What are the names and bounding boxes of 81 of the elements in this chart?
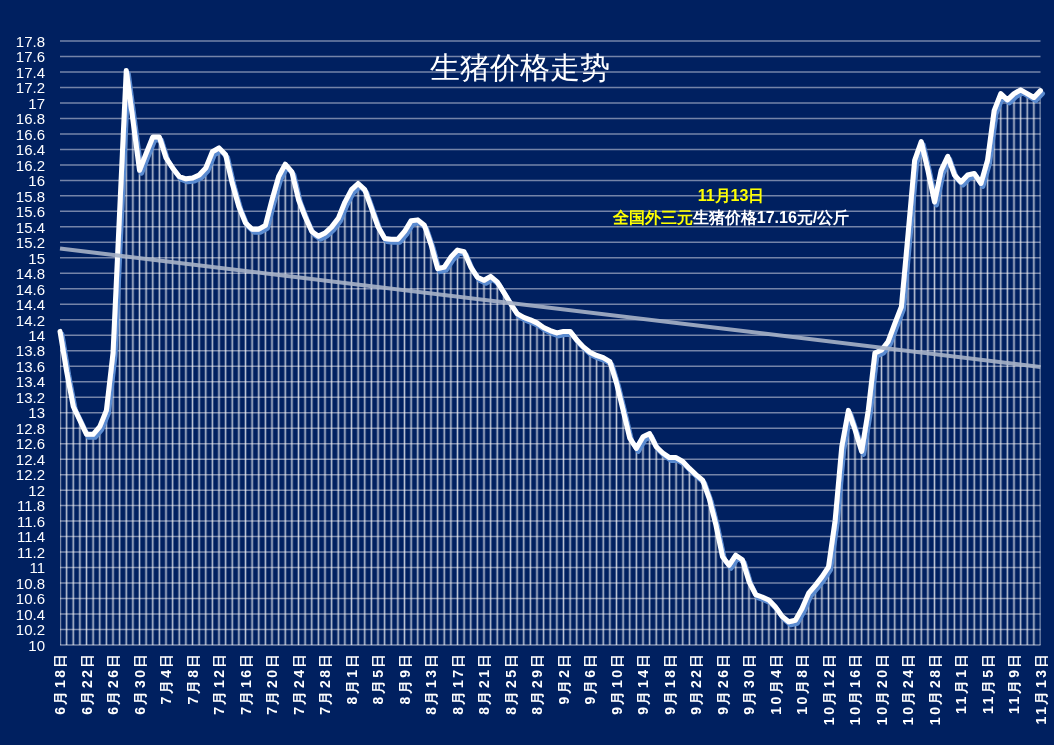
x-tick-label: 9月2日 [555, 651, 572, 705]
x-tick-label: 10月4日 [767, 651, 784, 715]
y-tick-label: 17 [28, 94, 45, 112]
x-tick-label: 9月18日 [661, 651, 678, 715]
annotation: 11月13日 [697, 187, 765, 204]
y-tick-label: 15 [28, 249, 45, 267]
x-tick-label: 8月29日 [529, 651, 546, 715]
x-tick-label: 10月20日 [873, 651, 890, 726]
y-tick-label: 10.2 [15, 621, 45, 639]
x-tick-label: 7月24日 [290, 651, 307, 715]
y-tick-label: 15.4 [15, 218, 45, 236]
x-tick-label: 6月30日 [131, 651, 148, 715]
x-tick-label: 7月12日 [211, 651, 228, 715]
y-tick-label: 17.8 [15, 32, 45, 50]
y-tick-label: 12.6 [15, 435, 45, 453]
x-tick-label: 7月20日 [264, 651, 281, 715]
y-tick-label: 10.4 [15, 605, 45, 623]
y-tick-label: 13.6 [15, 357, 45, 375]
y-tick-label: 10 [28, 636, 45, 654]
x-tick-label: 9月26日 [714, 651, 731, 715]
y-tick-label: 12 [28, 481, 45, 499]
x-tick-label: 6月22日 [78, 651, 95, 715]
y-tick-label: 12.2 [15, 466, 45, 484]
y-tick-label: 15.2 [15, 234, 45, 252]
y-tick-label: 17.6 [15, 48, 45, 66]
y-tick-label: 13.8 [15, 342, 45, 360]
chart-title: 生猪价格走势 [430, 50, 610, 85]
y-tick-label: 13.4 [15, 373, 45, 391]
y-tick-label: 17.4 [15, 63, 45, 81]
x-tick-label: 7月28日 [317, 651, 334, 715]
y-tick-label: 13 [28, 404, 45, 422]
y-tick-label: 10.8 [15, 574, 45, 592]
y-tick-label: 16 [28, 172, 45, 190]
y-tick-label: 14.6 [15, 280, 45, 298]
y-tick-label: 11.8 [16, 497, 45, 515]
y-tick-label: 16.4 [15, 141, 45, 159]
x-tick-label: 11月9日 [1006, 651, 1023, 715]
x-tick-label: 6月26日 [105, 651, 122, 715]
x-tick-label: 11月1日 [953, 651, 970, 715]
y-tick-label: 16.8 [15, 110, 45, 128]
x-tick-label: 8月9日 [396, 651, 413, 705]
annotation: 全国外三元 [611, 209, 693, 226]
x-tick-label: 10月28日 [926, 651, 943, 726]
y-tick-label: 16.6 [15, 125, 45, 143]
y-tick-label: 14.4 [15, 296, 45, 314]
x-tick-label: 9月22日 [688, 651, 705, 715]
y-tick-label: 11.6 [16, 512, 45, 530]
x-tick-label: 7月4日 [158, 651, 175, 705]
x-tick-label: 10月16日 [847, 651, 864, 726]
y-tick-label: 15.6 [15, 203, 45, 221]
y-tick-label: 15.8 [15, 187, 45, 205]
y-tick-label: 17.2 [15, 79, 45, 97]
x-tick-label: 6月18日 [52, 651, 69, 715]
x-tick-label: 9月14日 [635, 651, 652, 715]
y-tick-label: 16.2 [15, 156, 45, 174]
y-tick-label: 11.4 [16, 528, 45, 546]
x-tick-label: 8月17日 [449, 651, 466, 715]
x-tick-label: 7月8日 [184, 651, 201, 705]
x-tick-label: 8月13日 [423, 651, 440, 715]
x-tick-label: 8月1日 [343, 651, 360, 705]
x-tick-label: 8月25日 [502, 651, 519, 715]
x-tick-label: 9月30日 [741, 651, 758, 715]
y-tick-label: 14 [28, 327, 45, 345]
x-tick-label: 10月8日 [794, 651, 811, 715]
y-tick-label: 14.2 [15, 311, 45, 329]
x-tick-label: 11月13日 [1032, 651, 1049, 725]
y-tick-label: 13.2 [15, 388, 45, 406]
y-tick-label: 11 [29, 559, 45, 577]
x-tick-label: 8月21日 [476, 651, 493, 715]
y-tick-label: 12.8 [15, 419, 45, 437]
x-tick-label: 8月5日 [370, 651, 387, 705]
x-tick-label: 11月5日 [979, 651, 996, 715]
x-tick-label: 10月24日 [900, 651, 917, 726]
x-tick-label: 10月12日 [820, 651, 837, 726]
x-tick-label: 7月16日 [237, 651, 254, 715]
y-tick-label: 14.8 [15, 265, 45, 283]
y-tick-label: 10.6 [15, 590, 45, 608]
x-tick-label: 9月6日 [582, 651, 599, 705]
y-tick-label: 11.2 [16, 543, 45, 561]
x-tick-label: 9月10日 [608, 651, 625, 715]
y-tick-label: 12.4 [15, 450, 45, 468]
